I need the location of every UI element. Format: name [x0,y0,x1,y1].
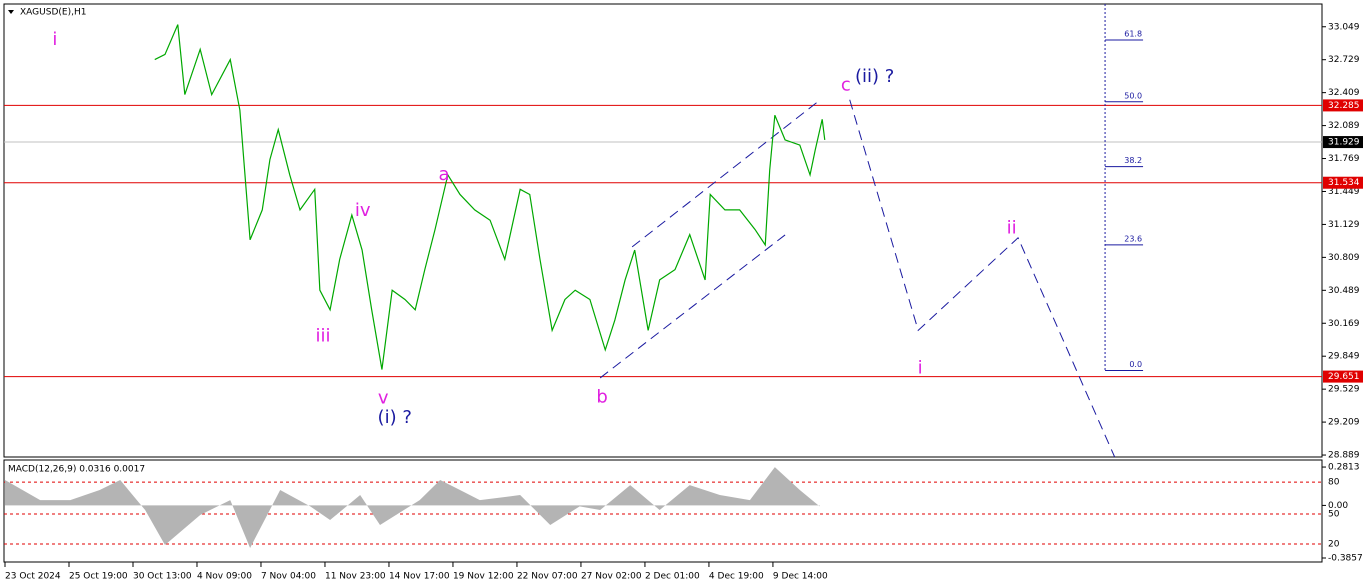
wave-label: (i) ? [378,407,412,428]
x-tick-label: 30 Oct 13:00 [133,572,192,582]
y-tick-label: 32.089 [1328,121,1360,131]
y-tick-label: 31.129 [1328,220,1360,230]
wave-label: v [378,387,389,408]
level-label: 32.285 [1328,101,1360,111]
chart-title: XAGUSD(E),H1 [20,8,86,18]
y-tick-label: 29.849 [1328,352,1360,362]
wave-label: i [918,357,923,378]
y-tick-label: 31.449 [1328,187,1360,197]
x-tick-label: 22 Nov 07:00 [517,572,578,582]
wave-path [631,101,819,248]
y-tick-label: 0.00 [1328,501,1348,511]
y-tick-label: 30.489 [1328,286,1360,296]
y-tick-label: 33.049 [1328,22,1360,32]
wave-path [599,234,786,379]
wave-label: c [841,74,851,95]
x-tick-label: 4 Dec 19:00 [709,572,764,582]
y-tick-label: 30.169 [1328,319,1360,329]
main-panel [3,3,1323,458]
y-tick-label: 29.209 [1328,418,1360,428]
wave-label: a [438,164,449,185]
level-tag [1323,370,1363,383]
x-tick-label: 25 Oct 19:00 [69,572,128,582]
y-tick-label: 32.409 [1328,88,1360,98]
y-tick-label: -0.3857 [1328,554,1363,564]
fib-label: 61.8 [1124,30,1142,39]
last-price-label: 31.929 [1328,138,1360,148]
y-tick-label: 28.889 [1328,451,1360,461]
wave-label: iii [316,326,331,347]
fib-label: 23.6 [1124,234,1142,243]
last-price-tag [1323,136,1363,149]
macd-histogram [5,467,820,548]
x-tick-label: 14 Nov 17:00 [389,572,450,582]
x-tick-label: 27 Nov 02:00 [581,572,642,582]
x-tick-label: 11 Nov 23:00 [325,572,386,582]
wave-label: i [52,29,57,50]
wave-label: iv [355,200,371,221]
menu-arrow [8,10,14,14]
y-tick-label: 0.2813 [1328,463,1360,473]
price-line [154,24,826,370]
level-tag [1323,176,1363,189]
signal-level-label: 20 [1328,540,1340,550]
wave-path [849,99,1116,458]
signal-level-label: 80 [1328,478,1340,488]
y-tick-label: 32.729 [1328,55,1360,65]
wave-label: ii [1007,217,1017,238]
fib-label: 38.2 [1124,156,1142,165]
x-tick-label: 19 Nov 12:00 [453,572,514,582]
wave-label: (ii) ? [855,66,894,87]
fib-label: 0.0 [1129,360,1142,369]
x-tick-label: 2 Dec 01:00 [645,572,700,582]
y-tick-label: 29.529 [1328,385,1360,395]
y-tick-label: 31.769 [1328,154,1360,164]
macd-panel [3,459,1323,563]
level-tag [1323,99,1363,112]
macd-title: MACD(12,26,9) 0.0316 0.0017 [8,465,145,475]
wave-label: b [596,386,607,407]
x-tick-label: 9 Dec 14:00 [773,572,828,582]
y-tick-label: 30.809 [1328,253,1360,263]
level-label: 29.651 [1328,372,1360,382]
signal-level-label: 50 [1328,510,1340,520]
x-tick-label: 7 Nov 04:00 [261,572,316,582]
x-tick-label: 23 Oct 2024 [5,572,61,582]
level-label: 31.534 [1328,178,1360,188]
x-tick-label: 4 Nov 09:00 [197,572,252,582]
fib-label: 50.0 [1124,91,1142,100]
